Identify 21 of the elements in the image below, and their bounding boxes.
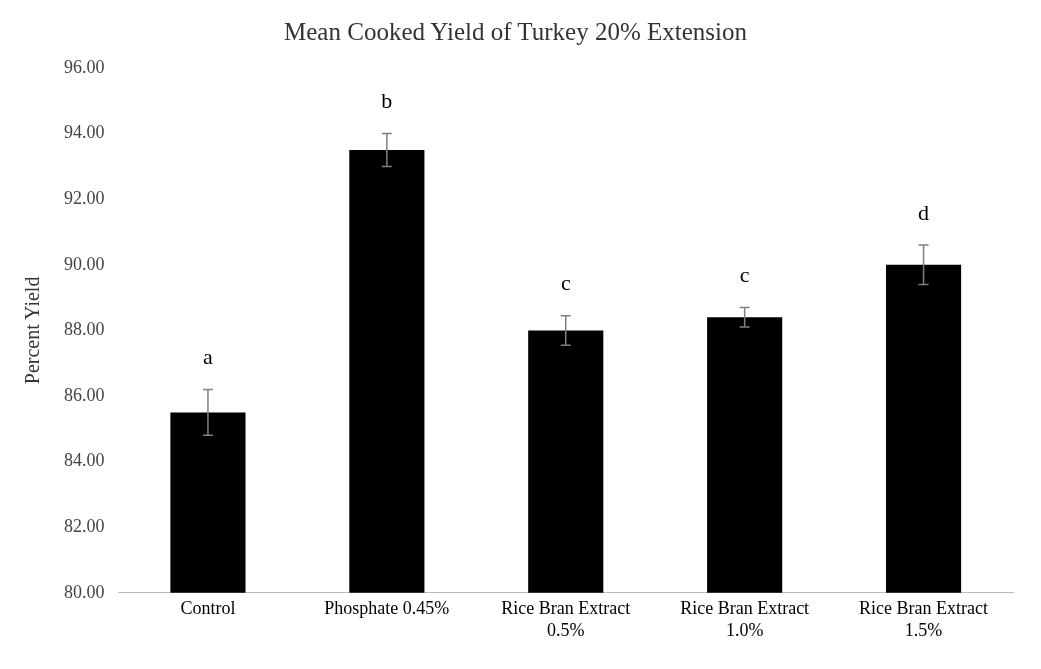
annotation: c [739, 262, 750, 288]
annotation: c [560, 270, 571, 296]
y-tick-label: 82.00 [64, 515, 105, 536]
y-tick-label: 90.00 [64, 253, 105, 274]
y-tick-label: 86.00 [64, 384, 105, 405]
y-axis-title: Percent Yield [21, 276, 44, 385]
annotation: a [203, 344, 214, 370]
x-tick-label: Rice Bran Extract 1.5% [859, 598, 989, 640]
annotation: b [381, 88, 393, 114]
chart-title: Mean Cooked Yield of Turkey 20% Extension [284, 17, 748, 45]
x-tick-label: Rice Bran Extract 0.5% [501, 598, 631, 640]
y-tick-label: 96.00 [64, 56, 105, 77]
y-tick-label: 88.00 [64, 319, 105, 340]
y-tick-label: 84.00 [64, 450, 105, 471]
x-tick-label: Phosphate 0.45% [324, 598, 450, 619]
y-tick-label: 92.00 [64, 187, 105, 208]
y-tick-label: 94.00 [64, 122, 105, 143]
x-tick-label: Rice Bran Extract 1.0% [680, 598, 810, 640]
y-tick-label: 80.00 [64, 581, 105, 602]
annotation: d [918, 199, 930, 225]
x-tick-label: Control [180, 598, 236, 619]
